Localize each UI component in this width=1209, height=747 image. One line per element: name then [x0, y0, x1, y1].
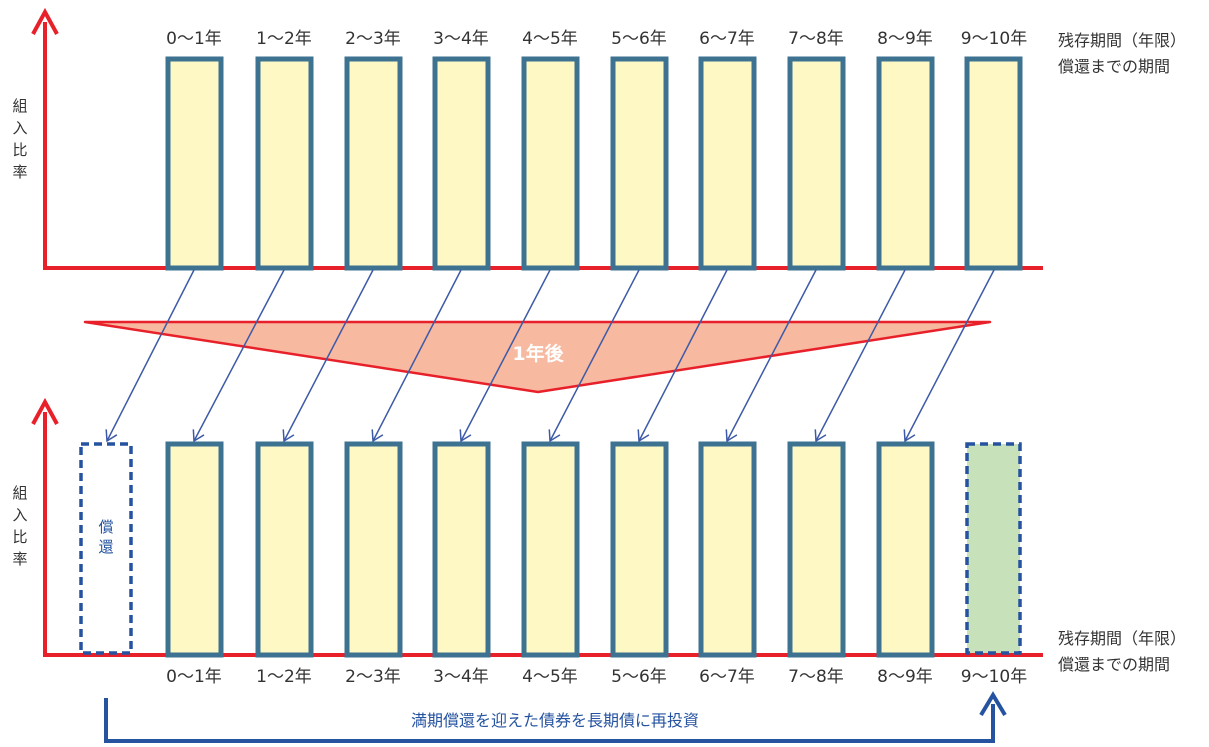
- bottom-period-label-0-1: 0～1年: [166, 667, 222, 687]
- top-bars: [165, 56, 1023, 271]
- shift-arrow-2-3: [282, 269, 374, 443]
- shift-arrows: [105, 269, 995, 443]
- shift-arrow-7-8: [725, 269, 817, 443]
- top-period-label-3-4: 3～4年: [433, 29, 489, 49]
- top-period-label-2-3: 2～3年: [345, 29, 401, 49]
- redeemed-label-char-1: 償: [98, 518, 113, 536]
- one-year-later-triangle: [83, 320, 992, 394]
- bottom-bars: [165, 441, 1022, 658]
- shift-arrow-9-10: [903, 269, 995, 443]
- top-period-label-7-8: 7～8年: [788, 29, 844, 49]
- top-bar-1-2: [255, 56, 314, 271]
- bottom-y-label-char-1: 組: [12, 484, 27, 502]
- top-bar-6-7: [698, 56, 757, 271]
- reinvest-label: 満期償還を迎えた債券を長期債に再投資: [411, 711, 699, 730]
- reinvest-arrow: 満期償還を迎えた債券を長期債に再投資: [104, 691, 1007, 743]
- top-bar-7-8: [787, 56, 846, 271]
- shift-arrow-4-5: [459, 269, 551, 443]
- bottom-y-axis-arrowhead: [31, 397, 59, 425]
- bottom-period-label-7-8: 7～8年: [788, 667, 844, 687]
- one-year-later-transition: 1年後: [83, 320, 992, 394]
- top-period-label-5-6: 5～6年: [611, 29, 667, 49]
- reinvest-arrowhead: [979, 691, 1007, 717]
- top-period-label-4-5: 4～5年: [522, 29, 578, 49]
- one-year-later-label: 1年後: [512, 342, 564, 365]
- bottom-bar-2-3: [344, 441, 403, 658]
- bottom-period-label-3-4: 3～4年: [433, 667, 489, 687]
- top-legend-until-redemption: 償還までの期間: [1058, 57, 1170, 76]
- top-y-label-char-1: 組: [12, 97, 27, 115]
- top-period-label-1-2: 1～2年: [256, 29, 312, 49]
- top-bar-0-1: [165, 56, 224, 271]
- bottom-period-label-6-7: 6～7年: [699, 667, 755, 687]
- reinvest-arrow-path: [104, 698, 995, 743]
- top-bar-8-9: [876, 56, 935, 271]
- bottom-bar-8-9: [876, 441, 935, 658]
- top-y-label-char-3: 比: [12, 141, 27, 159]
- top-bar-2-3: [344, 56, 403, 271]
- bottom-bar-5-6: [610, 441, 669, 658]
- top-bar-3-4: [432, 56, 491, 271]
- top-bar-4-5: [521, 56, 580, 271]
- bottom-period-label-5-6: 5～6年: [611, 667, 667, 687]
- shift-arrow-0-1: [105, 269, 195, 443]
- bottom-bar-7-8: [787, 441, 846, 658]
- bottom-period-label-1-2: 1～2年: [256, 667, 312, 687]
- shift-arrow-8-9: [814, 269, 906, 443]
- bottom-legend-remaining-term: 残存期間（年限）: [1058, 629, 1186, 648]
- bottom-y-label-char-4: 率: [12, 550, 27, 568]
- top-period-label-0-1: 0～1年: [166, 29, 222, 49]
- top-bar-5-6: [610, 56, 669, 271]
- shift-arrow-5-6: [548, 269, 640, 443]
- reinvest-label-bg: [354, 707, 774, 733]
- bottom-bar-6-7: [698, 441, 757, 658]
- shift-arrow-3-4: [371, 269, 462, 443]
- shift-arrow-6-7: [637, 269, 728, 443]
- top-bar-9-10: [964, 56, 1023, 271]
- top-period-label-6-7: 6～7年: [699, 29, 755, 49]
- bottom-period-labels: 0～1年 1～2年 2～3年 3～4年 4～5年 5～6年 6～7年 7～8年 …: [166, 667, 1027, 687]
- bottom-y-label-char-3: 比: [12, 528, 27, 546]
- bottom-y-axis-label: 組 入 比 率: [12, 484, 27, 568]
- top-period-label-9-10: 9～10年: [961, 29, 1027, 49]
- bottom-bar-4-5: [521, 441, 580, 658]
- top-period-labels: 0～1年 1～2年 2～3年 3～4年 4～5年 5～6年 6～7年 7～8年 …: [166, 29, 1027, 49]
- bottom-bar-1-2: [255, 441, 314, 658]
- shift-arrow-1-2: [192, 269, 285, 443]
- top-y-label-char-4: 率: [12, 163, 27, 181]
- top-y-label-char-2: 入: [12, 119, 27, 137]
- bottom-period-label-8-9: 8～9年: [877, 667, 933, 687]
- top-panel: 組 入 比 率 0～1年 1～2年 2～3年 3～4年 4～5年 5～6年 6～: [12, 7, 1186, 271]
- redeemed-bar: [79, 442, 133, 655]
- top-legend-remaining-term: 残存期間（年限）: [1058, 31, 1186, 50]
- bottom-period-label-9-10: 9～10年: [961, 667, 1027, 687]
- top-y-axis-arrowhead: [31, 7, 59, 35]
- bottom-panel: 組 入 比 率 償 還 0～1年 1～2年 2～3年 3～4年: [12, 397, 1186, 743]
- bottom-y-label-char-2: 入: [12, 506, 27, 524]
- reinvested-bar-9-10: [965, 442, 1022, 655]
- redeemed-label-char-2: 還: [98, 538, 113, 556]
- bottom-bar-0-1: [165, 441, 224, 658]
- bottom-legend-until-redemption: 償還までの期間: [1058, 655, 1170, 674]
- bottom-bar-3-4: [432, 441, 491, 658]
- top-period-label-8-9: 8～9年: [877, 29, 933, 49]
- bottom-period-label-4-5: 4～5年: [522, 667, 578, 687]
- top-y-axis-label: 組 入 比 率: [12, 97, 27, 181]
- bottom-period-label-2-3: 2～3年: [345, 667, 401, 687]
